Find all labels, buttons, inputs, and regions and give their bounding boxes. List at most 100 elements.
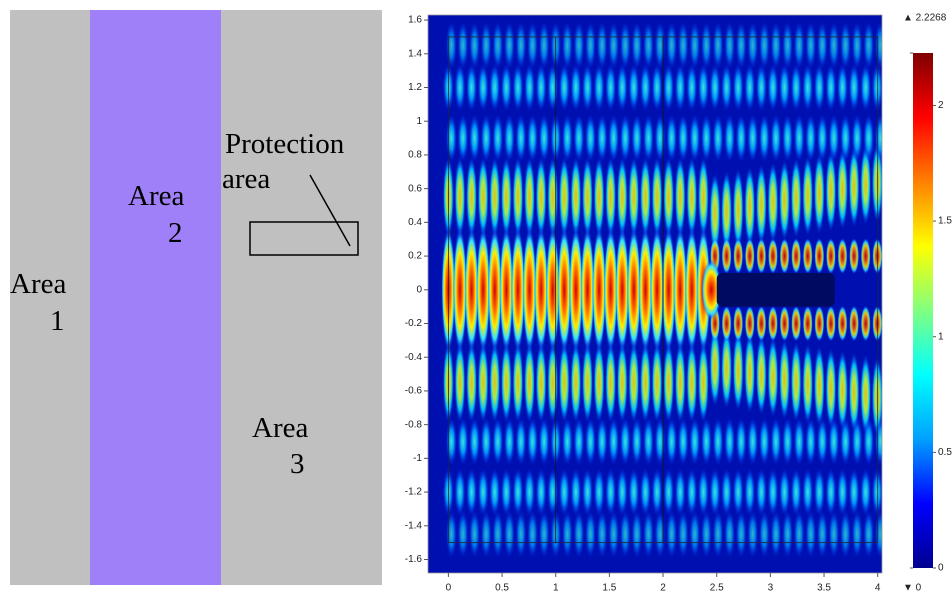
wave-crest — [802, 343, 814, 424]
wave-crest — [608, 417, 620, 466]
wave-crest — [848, 352, 860, 433]
wave-crest — [744, 238, 755, 275]
wave-crest — [851, 510, 863, 559]
wave-crest — [874, 114, 882, 163]
wave-crest — [721, 63, 733, 112]
wave-crest — [477, 468, 489, 517]
schematic: Area 1 Area 2 Protection area Area 3 — [10, 10, 382, 585]
wave-crest — [639, 63, 651, 112]
wave-crest — [709, 326, 721, 407]
y-tick-label: 1.4 — [408, 48, 422, 59]
shadow-front — [701, 259, 722, 320]
wave-crest — [814, 238, 825, 275]
wave-crest — [515, 510, 527, 559]
wave-crest — [663, 63, 675, 112]
wave-crest — [524, 63, 536, 112]
wave-crest — [802, 63, 814, 112]
wave-crest — [561, 417, 573, 466]
wave-crest — [608, 114, 620, 163]
wave-crest — [500, 157, 512, 238]
protection-label: Protection — [225, 128, 345, 160]
area-label: 2 — [168, 217, 183, 249]
wave-crest — [813, 468, 825, 517]
wave-crest — [593, 342, 605, 423]
plot-frame — [427, 14, 883, 574]
wave-crest — [510, 227, 525, 352]
y-tick-label: -1.2 — [405, 487, 423, 498]
wave-crest — [596, 114, 608, 163]
wave-crest — [779, 339, 791, 420]
y-tick-label: 1.6 — [408, 15, 422, 26]
wave-crest — [573, 510, 585, 559]
wave-crest — [816, 114, 828, 163]
wave-crest — [535, 468, 547, 517]
wave-crest — [535, 342, 547, 423]
wave-crest — [735, 114, 747, 163]
wave-crest — [673, 227, 688, 352]
wave-crest — [825, 63, 837, 112]
wave-crest — [697, 468, 709, 517]
wave-crest — [837, 63, 849, 112]
wave-crest — [492, 114, 504, 163]
wave-crest — [814, 305, 825, 342]
wave-crest — [524, 468, 536, 517]
wave-crest — [712, 21, 724, 70]
wave-crest — [747, 21, 759, 70]
wave-crest — [538, 510, 550, 559]
wave-crest — [744, 332, 756, 413]
wave-crest — [782, 510, 794, 559]
wave-crest — [790, 157, 802, 238]
wave-crest — [686, 63, 698, 112]
wave-crest — [596, 510, 608, 559]
wave-crest — [874, 510, 882, 559]
wave-crest — [744, 468, 756, 517]
wave-crest — [639, 342, 651, 423]
wave-crest — [686, 157, 698, 238]
wave-crest — [663, 157, 675, 238]
wave-crest — [825, 238, 836, 275]
wave-crest — [584, 114, 596, 163]
field-plot — [428, 15, 882, 573]
wave-crest — [863, 114, 875, 163]
colorbar-tick-label: 0.5 — [938, 447, 952, 458]
wave-crest — [480, 21, 492, 70]
wave-crest — [469, 114, 481, 163]
wave-crest — [791, 238, 802, 275]
x-tick-label: 3 — [768, 583, 774, 594]
wave-crest — [663, 342, 675, 423]
wave-crest — [767, 162, 779, 243]
wave-crest — [816, 417, 828, 466]
wave-crest — [535, 63, 547, 112]
wave-crest — [580, 227, 595, 352]
wave-crest — [790, 468, 802, 517]
wave-crest — [557, 227, 572, 352]
y-tick-label: 0 — [416, 284, 422, 295]
y-tick-label: 1 — [416, 116, 422, 127]
wave-crest — [860, 144, 872, 225]
wave-crest — [712, 114, 724, 163]
wave-crest — [733, 238, 744, 275]
wave-crest — [793, 114, 805, 163]
colorbar-tick-label: 1 — [938, 331, 944, 342]
wave-crest — [628, 468, 640, 517]
protection-box — [249, 221, 359, 256]
wave-crest — [547, 342, 559, 423]
wave-crest — [535, 157, 547, 238]
wave-crest — [581, 342, 593, 423]
wave-crest — [638, 227, 653, 352]
wave-crest — [735, 21, 747, 70]
wave-crest — [744, 166, 756, 247]
wave-crest — [779, 238, 790, 275]
wave-crest — [558, 157, 570, 238]
wave-crest — [813, 345, 825, 426]
wave-crest — [619, 510, 631, 559]
y-tick-label: 0.2 — [408, 251, 422, 262]
wave-crest — [642, 114, 654, 163]
wave-crest — [584, 21, 596, 70]
wave-crest — [840, 21, 852, 70]
wave-crest — [487, 227, 502, 352]
wave-crest — [813, 153, 825, 234]
wave-crest — [686, 342, 698, 423]
wave-crest — [489, 157, 501, 238]
y-tick-label: -1 — [413, 453, 422, 464]
